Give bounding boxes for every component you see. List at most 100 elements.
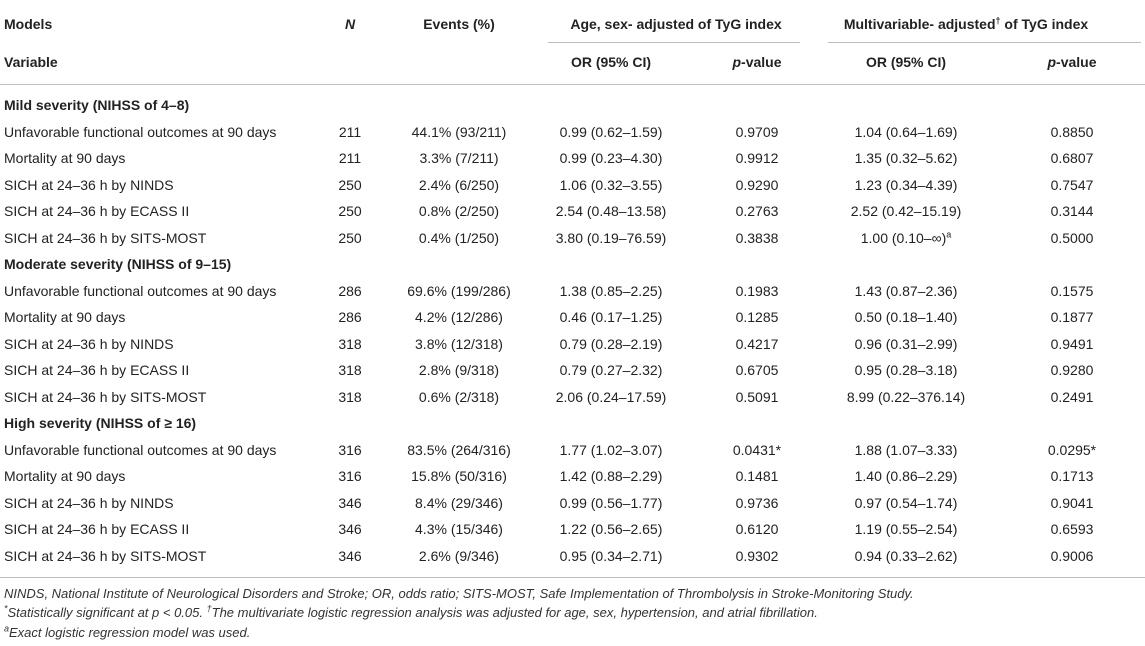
- cell-events: 44.1% (93/211): [411, 124, 507, 140]
- cell-or-age-sex: 3.80 (0.19–76.59): [555, 230, 667, 246]
- dagger-mark: †: [995, 15, 1001, 26]
- cell-p-multivariable: 0.1575: [1050, 283, 1094, 299]
- cell-variable: Mortality at 90 days: [4, 150, 126, 166]
- cell-p-multivariable: 0.1713: [1050, 468, 1094, 484]
- cell-or-age-sex: 2.06 (0.24–17.59): [555, 389, 667, 405]
- cell-variable: Unfavorable functional outcomes at 90 da…: [4, 124, 277, 140]
- cell-p-age-sex: 0.1481: [735, 468, 779, 484]
- cell-or-multivariable: 0.95 (0.28–3.18): [854, 362, 958, 378]
- header-or-multivariable: OR (95% CI): [865, 54, 947, 70]
- cell-n: 318: [338, 336, 362, 352]
- header-multivariable-group: Multivariable- adjusted† of TyG index: [843, 15, 1089, 32]
- cell-p-age-sex: 0.5091: [735, 389, 779, 405]
- cell-events: 0.8% (2/250): [418, 203, 500, 219]
- cell-or-multivariable: 1.00 (0.10–∞)a: [860, 229, 952, 246]
- cell-or-multivariable: 0.94 (0.33–2.62): [854, 548, 958, 564]
- cell-or-age-sex: 1.22 (0.56–2.65): [559, 521, 663, 537]
- header-age-sex-group: Age, sex- adjusted of TyG index: [570, 16, 782, 32]
- cell-variable: SICH at 24–36 h by NINDS: [4, 336, 174, 352]
- cell-events: 4.3% (15/346): [415, 521, 503, 537]
- header-bottom-rule: [0, 84, 1145, 85]
- header-events: Events (%): [423, 16, 495, 32]
- header-or-age-sex: OR (95% CI): [570, 54, 652, 70]
- cell-variable: Mortality at 90 days: [4, 309, 126, 325]
- cell-or-age-sex: 0.79 (0.28–2.19): [559, 336, 663, 352]
- cell-or-multivariable: 1.43 (0.87–2.36): [854, 283, 958, 299]
- cell-p-age-sex: 0.0431*: [732, 442, 782, 458]
- cell-n: 211: [338, 150, 362, 166]
- cell-n: 250: [338, 203, 362, 219]
- section-title: Mild severity (NIHSS of 4–8): [4, 97, 190, 113]
- cell-variable: Unfavorable functional outcomes at 90 da…: [4, 283, 277, 299]
- cell-variable: SICH at 24–36 h by NINDS: [4, 495, 174, 511]
- header-variable: Variable: [4, 54, 58, 70]
- cell-p-age-sex: 0.9736: [735, 495, 779, 511]
- header-n: N: [344, 16, 356, 32]
- cell-or-multivariable: 0.97 (0.54–1.74): [854, 495, 958, 511]
- cell-variable: SICH at 24–36 h by SITS-MOST: [4, 548, 207, 564]
- cell-variable: SICH at 24–36 h by SITS-MOST: [4, 389, 207, 405]
- footnote-significance: *Statistically significant at p < 0.05. …: [4, 603, 818, 620]
- cell-n: 316: [338, 468, 362, 484]
- cell-variable: SICH at 24–36 h by ECASS II: [4, 521, 190, 537]
- cell-n: 318: [338, 362, 362, 378]
- cell-p-multivariable: 0.0295*: [1047, 442, 1097, 458]
- cell-or-age-sex: 0.99 (0.62–1.59): [559, 124, 663, 140]
- cell-variable: Unfavorable functional outcomes at 90 da…: [4, 442, 277, 458]
- cell-or-age-sex: 0.79 (0.27–2.32): [559, 362, 663, 378]
- cell-p-age-sex: 0.9290: [735, 177, 779, 193]
- cell-p-age-sex: 0.9912: [735, 150, 779, 166]
- cell-events: 0.4% (1/250): [418, 230, 500, 246]
- cell-p-multivariable: 0.1877: [1050, 309, 1094, 325]
- cell-events: 4.2% (12/286): [415, 309, 503, 325]
- cell-events: 69.6% (199/286): [407, 283, 511, 299]
- cell-n: 316: [338, 442, 362, 458]
- cell-variable: SICH at 24–36 h by NINDS: [4, 177, 174, 193]
- cell-or-multivariable: 1.23 (0.34–4.39): [854, 177, 958, 193]
- cell-or-age-sex: 1.42 (0.88–2.29): [559, 468, 663, 484]
- cell-p-age-sex: 0.1285: [735, 309, 779, 325]
- cell-variable: SICH at 24–36 h by ECASS II: [4, 362, 190, 378]
- cell-events: 2.4% (6/250): [418, 177, 500, 193]
- cell-variable: Mortality at 90 days: [4, 468, 126, 484]
- cell-p-age-sex: 0.6120: [735, 521, 779, 537]
- footnote-abbreviations: NINDS, National Institute of Neurologica…: [4, 586, 914, 601]
- cell-p-age-sex: 0.6705: [735, 362, 779, 378]
- cell-p-multivariable: 0.2491: [1050, 389, 1094, 405]
- cell-p-age-sex: 0.2763: [735, 203, 779, 219]
- cell-variable: SICH at 24–36 h by ECASS II: [4, 203, 190, 219]
- cell-n: 346: [338, 521, 362, 537]
- cell-n: 211: [338, 124, 362, 140]
- cell-p-multivariable: 0.8850: [1050, 124, 1094, 140]
- cell-or-multivariable: 0.50 (0.18–1.40): [854, 309, 958, 325]
- cell-or-multivariable: 1.35 (0.32–5.62): [854, 150, 958, 166]
- section-title: Moderate severity (NIHSS of 9–15): [4, 256, 232, 272]
- cell-n: 346: [338, 495, 362, 511]
- table-bottom-rule: [0, 577, 1145, 578]
- cell-or-age-sex: 1.77 (1.02–3.07): [559, 442, 663, 458]
- cell-events: 2.6% (9/346): [418, 548, 500, 564]
- cell-p-multivariable: 0.5000: [1050, 230, 1094, 246]
- cell-events: 3.3% (7/211): [419, 150, 499, 166]
- cell-p-age-sex: 0.9709: [735, 124, 779, 140]
- cell-or-age-sex: 0.46 (0.17–1.25): [559, 309, 663, 325]
- cell-p-multivariable: 0.9491: [1050, 336, 1094, 352]
- cell-p-age-sex: 0.1983: [735, 283, 779, 299]
- cell-n: 250: [338, 230, 362, 246]
- cell-p-multivariable: 0.6593: [1050, 521, 1094, 537]
- cell-p-age-sex: 0.9302: [735, 548, 779, 564]
- cell-p-multivariable: 0.9041: [1050, 495, 1094, 511]
- group-rule-age-sex: [548, 42, 800, 43]
- cell-events: 8.4% (29/346): [415, 495, 503, 511]
- cell-events: 0.6% (2/318): [418, 389, 500, 405]
- cell-n: 286: [338, 309, 362, 325]
- cell-or-multivariable: 1.19 (0.55–2.54): [854, 521, 958, 537]
- cell-events: 3.8% (12/318): [415, 336, 503, 352]
- cell-n: 250: [338, 177, 362, 193]
- cell-p-multivariable: 0.3144: [1050, 203, 1094, 219]
- cell-or-age-sex: 2.54 (0.48–13.58): [555, 203, 667, 219]
- cell-events: 15.8% (50/316): [411, 468, 507, 484]
- cell-variable: SICH at 24–36 h by SITS-MOST: [4, 230, 207, 246]
- cell-or-age-sex: 0.99 (0.56–1.77): [559, 495, 663, 511]
- header-p-multivariable: p-value: [1047, 54, 1097, 70]
